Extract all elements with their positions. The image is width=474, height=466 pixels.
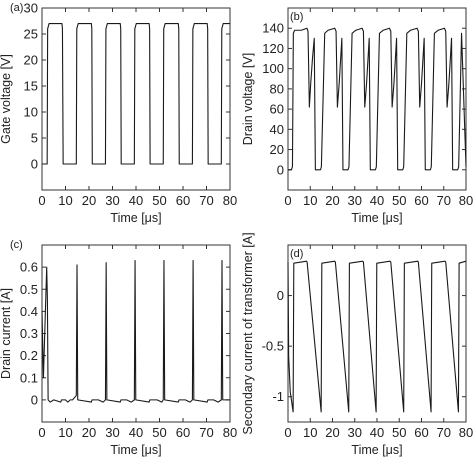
- y-tick-label-b: 60: [270, 102, 284, 117]
- x-axis-label-a: Time [μs]: [110, 211, 161, 225]
- y-tick-label-c: 0.4: [20, 304, 38, 319]
- y-axis-label-a: Gate voltage [V]: [0, 54, 13, 144]
- x-tick-label-a: 10: [58, 193, 72, 208]
- x-tick-label-b: 50: [392, 193, 406, 208]
- panel-a: 0 10 20 30 40 50 60 70 80 0 5 10 15 20 25 30 Time [μs] Ga…: [0, 1, 237, 226]
- x-axis-label-b: Time [μs]: [351, 211, 402, 225]
- x-axis-label-c: Time [μs]: [110, 443, 161, 457]
- panel-c: 0 10 20 30 40 50 60 70 80 0 0.1 0.2 0.3 0.4 0.5 0.6 Time…: [0, 239, 237, 457]
- y-tick-label-a: 10: [24, 105, 38, 120]
- x-tick-label-b: 20: [325, 193, 339, 208]
- panel-d: 0 10 20 30 40 50 60 70 80 -1 -0.5 0 Time [μs] Seconda…: [241, 232, 473, 457]
- y-tick-label-a: 15: [24, 79, 38, 94]
- x-tick-label-a: 50: [152, 193, 166, 208]
- panel-label-d: (d): [290, 248, 303, 260]
- y-tick-label-b: 40: [270, 122, 284, 137]
- y-tick-label-c: 0: [31, 392, 38, 407]
- x-tick-label-a: 20: [82, 193, 96, 208]
- x-tick-label-b: 70: [437, 193, 451, 208]
- y-tick-label-a: 25: [24, 27, 38, 42]
- plot-frame-a: [41, 7, 231, 191]
- x-tick-label-c: 40: [129, 425, 143, 440]
- y-tick-label-c: 0.3: [20, 326, 38, 341]
- y-tick-label-b: 0: [277, 162, 284, 177]
- x-tick-label-d: 80: [459, 425, 473, 440]
- y-tick-label-b: 140: [262, 21, 284, 36]
- series-line-a-0: [42, 23, 230, 165]
- series-line-b-0: [288, 27, 467, 171]
- x-tick-label-a: 80: [223, 193, 237, 208]
- y-tick-label-c: 0.5: [20, 282, 38, 297]
- x-tick-label-d: 70: [437, 425, 451, 440]
- y-tick-label-a: 5: [31, 131, 38, 146]
- x-tick-label-a: 0: [38, 193, 45, 208]
- x-tick-label-d: 50: [392, 425, 406, 440]
- x-tick-label-d: 40: [370, 425, 384, 440]
- x-tick-label-c: 60: [176, 425, 190, 440]
- x-tick-label-a: 30: [105, 193, 119, 208]
- panel-label-b: (b): [290, 11, 303, 23]
- x-tick-label-c: 50: [152, 425, 166, 440]
- x-tick-label-c: 0: [38, 425, 45, 440]
- series-line-d-0: [287, 260, 467, 413]
- panel-label-a: (a): [10, 2, 23, 14]
- x-tick-label-c: 30: [105, 425, 119, 440]
- y-tick-label-a: 20: [24, 53, 38, 68]
- x-tick-label-d: 10: [303, 425, 317, 440]
- x-tick-label-d: 20: [325, 425, 339, 440]
- y-tick-label-b: 80: [270, 81, 284, 96]
- x-tick-label-b: 10: [303, 193, 317, 208]
- x-tick-label-d: 30: [348, 425, 362, 440]
- x-tick-label-a: 60: [176, 193, 190, 208]
- x-tick-label-c: 70: [199, 425, 213, 440]
- y-tick-label-c: 0.1: [20, 370, 38, 385]
- y-tick-label-d: -0.5: [262, 339, 284, 354]
- x-tick-label-d: 60: [414, 425, 428, 440]
- x-axis-label-d: Time [μs]: [351, 443, 402, 457]
- x-tick-label-c: 10: [58, 425, 72, 440]
- x-tick-label-c: 80: [223, 425, 237, 440]
- y-tick-label-a: 30: [24, 1, 38, 16]
- y-tick-label-d: 0: [277, 288, 284, 303]
- y-tick-label-a: 0: [31, 157, 38, 172]
- x-tick-label-b: 40: [370, 193, 384, 208]
- y-tick-label-b: 100: [262, 61, 284, 76]
- y-axis-label-b: Drain voltage [V]: [241, 53, 255, 145]
- y-axis-label-c: Drain current [A]: [0, 288, 13, 379]
- x-tick-label-a: 70: [199, 193, 213, 208]
- x-tick-label-d: 0: [284, 425, 291, 440]
- y-tick-label-b: 20: [270, 142, 284, 157]
- y-tick-label-c: 0.2: [20, 348, 38, 363]
- y-tick-label-d: -1: [272, 389, 284, 404]
- series-line-c-0: [41, 259, 230, 403]
- x-tick-label-a: 40: [129, 193, 143, 208]
- x-tick-label-c: 20: [82, 425, 96, 440]
- y-tick-label-b: 120: [262, 41, 284, 56]
- panel-b: 0 10 20 30 40 50 60 70 80 0 20 40 60 80 100 120 140 Time …: [241, 7, 473, 225]
- x-tick-label-b: 80: [459, 193, 473, 208]
- panel-label-c: (c): [10, 239, 23, 251]
- y-axis-label-d: Secondary current of transformer [A]: [241, 232, 255, 434]
- x-tick-label-b: 30: [348, 193, 362, 208]
- y-tick-label-c: 0.6: [20, 260, 38, 275]
- x-tick-label-b: 60: [414, 193, 428, 208]
- x-tick-label-b: 0: [284, 193, 291, 208]
